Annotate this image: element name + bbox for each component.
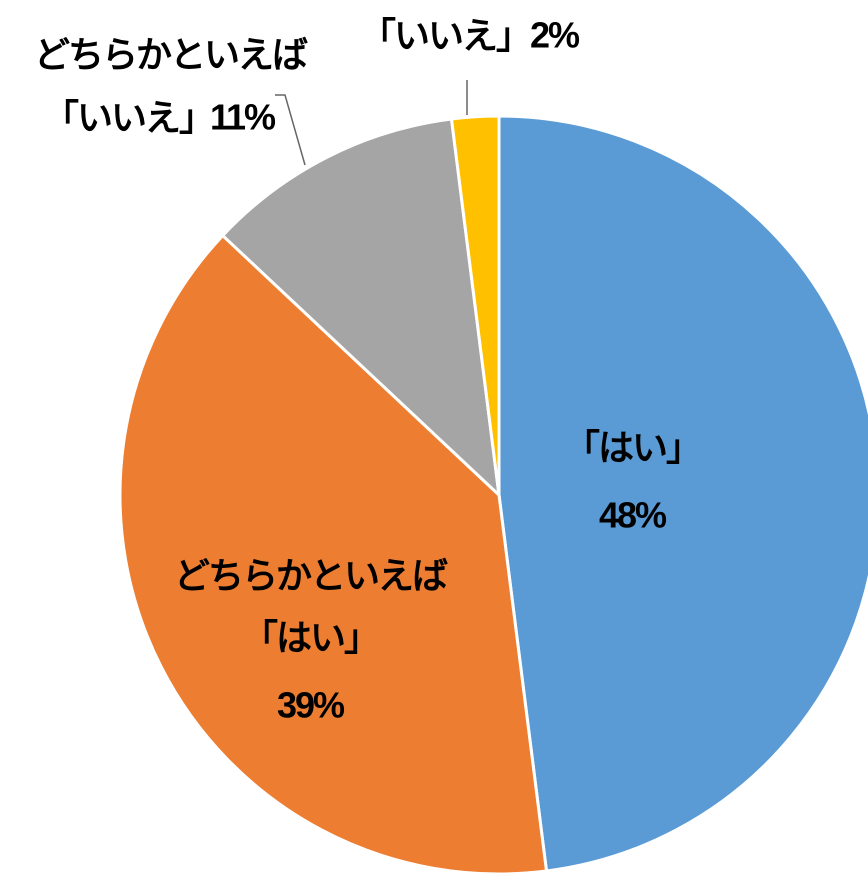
pie-slice [118,233,549,876]
pie-slice [220,117,502,499]
slice-label: 「いいえ」 [360,15,530,56]
value-label: 48% [599,495,667,536]
value-label: 2% [530,15,580,56]
slice-label: どちらかといえば「はい」 [174,555,448,658]
value-label: 39% [277,685,345,726]
slice-label: どちらかといえば「いいえ」 [34,34,308,138]
pie-slice [449,114,501,496]
leader-line [275,94,306,166]
value-label: 11% [210,97,276,138]
pie-slice [497,114,868,873]
slice-label: 「はい」 [564,427,700,468]
